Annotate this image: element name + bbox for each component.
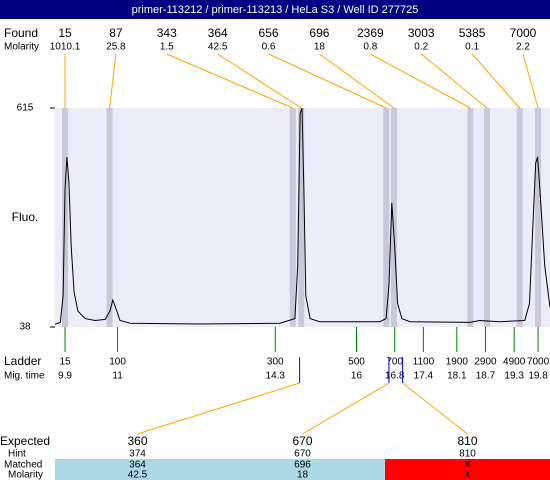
ladder-size: 700 [386, 357, 403, 368]
peak-band [298, 108, 305, 327]
ladder-size: 7000 [527, 357, 550, 368]
peak-band [483, 108, 490, 327]
ladder-time: 16 [351, 371, 363, 382]
expected-molarity-label: Molarity [8, 470, 43, 480]
hint-label: Hint [8, 449, 26, 460]
found-size: 15 [58, 26, 72, 40]
matched: X [464, 460, 471, 471]
match-cell [385, 459, 550, 480]
peak-connector [109, 53, 117, 109]
header-title: primer-113212 / primer-113213 / HeLa S3 … [132, 4, 419, 16]
peak-connector [217, 53, 302, 109]
found-molarity: 0.2 [414, 42, 428, 53]
found-size: 7000 [510, 26, 537, 40]
ladder-size: 4900 [503, 357, 526, 368]
found-molarity-label: Molarity [4, 42, 39, 53]
ladder-time: 14.3 [266, 371, 286, 382]
peak-band [289, 108, 296, 327]
peak-connector [522, 53, 539, 109]
ladder-size: 15 [59, 357, 71, 368]
ladder-time: 19.3 [504, 371, 524, 382]
found-size: 364 [208, 26, 228, 40]
found-molarity: 25.8 [106, 42, 126, 53]
found-molarity: 0.1 [465, 42, 479, 53]
peak-band [390, 108, 397, 327]
peak-connector [166, 53, 293, 109]
found-size: 5385 [459, 26, 486, 40]
expected-label: Expected [0, 434, 50, 448]
peak-connector [420, 53, 488, 109]
peak-connector [370, 53, 471, 109]
found-size: 343 [157, 26, 177, 40]
peak-connector [319, 53, 395, 109]
peak-band [106, 108, 113, 327]
hint: 374 [129, 449, 146, 460]
expected-connector [137, 382, 300, 435]
hint: 810 [459, 449, 476, 460]
peak-connector [268, 53, 387, 109]
ladder-time: 17.4 [414, 371, 434, 382]
header-bar [0, 0, 550, 19]
y-tick-label: 38 [19, 322, 31, 333]
peak-connector [471, 53, 521, 109]
trace [54, 107, 550, 325]
ladder-time: 9.9 [58, 371, 72, 382]
ladder-size: 1100 [413, 357, 435, 368]
expected-molarity: 18 [297, 470, 309, 480]
found-size: 656 [259, 26, 279, 40]
found-molarity: 2.2 [516, 42, 530, 53]
found-molarity: 1010.1 [50, 42, 81, 53]
expected-size: 360 [127, 434, 147, 448]
ladder-time: 19.8 [528, 371, 548, 382]
peak-band [535, 108, 542, 327]
ladder-size: 100 [109, 357, 126, 368]
found-size: 696 [309, 26, 329, 40]
found-molarity: 1.5 [160, 42, 174, 53]
ladder-time-label: Mig. time [4, 371, 45, 382]
found-label: Found [4, 26, 38, 40]
match-cell [55, 459, 220, 480]
y-tick-label: 615 [17, 103, 34, 114]
ladder-time: 18.1 [447, 371, 467, 382]
matched: 696 [294, 460, 311, 471]
found-molarity: 0.6 [262, 42, 276, 53]
found-molarity: 0.8 [363, 42, 377, 53]
peak-band [467, 108, 474, 327]
ladder-time: 18.7 [476, 371, 496, 382]
match-cell [220, 459, 385, 480]
expected-molarity: X [464, 470, 471, 480]
peak-band [62, 108, 69, 327]
found-size: 3003 [408, 26, 435, 40]
ladder-size: 1900 [446, 357, 469, 368]
ladder-label: Ladder [4, 354, 41, 368]
expected-connector [302, 382, 390, 435]
peak-band [383, 108, 390, 327]
peak-band [516, 108, 523, 327]
ladder-size: 2900 [474, 357, 497, 368]
ladder-size: 300 [267, 357, 284, 368]
ladder-time: 11 [112, 371, 123, 382]
matched-label: Matched [4, 460, 42, 471]
expected-connector [402, 382, 468, 435]
hint: 670 [294, 449, 311, 460]
expected-size: 810 [457, 434, 477, 448]
found-molarity: 42.5 [208, 42, 228, 53]
ladder-size: 500 [348, 357, 365, 368]
expected-size: 670 [292, 434, 312, 448]
found-molarity: 18 [314, 42, 326, 53]
expected-molarity: 42.5 [128, 470, 148, 480]
found-size: 2369 [357, 26, 384, 40]
found-size: 87 [109, 26, 123, 40]
matched: 364 [129, 460, 146, 471]
y-axis-label: Fluo. [12, 210, 39, 224]
ladder-time: 16.8 [385, 371, 405, 382]
